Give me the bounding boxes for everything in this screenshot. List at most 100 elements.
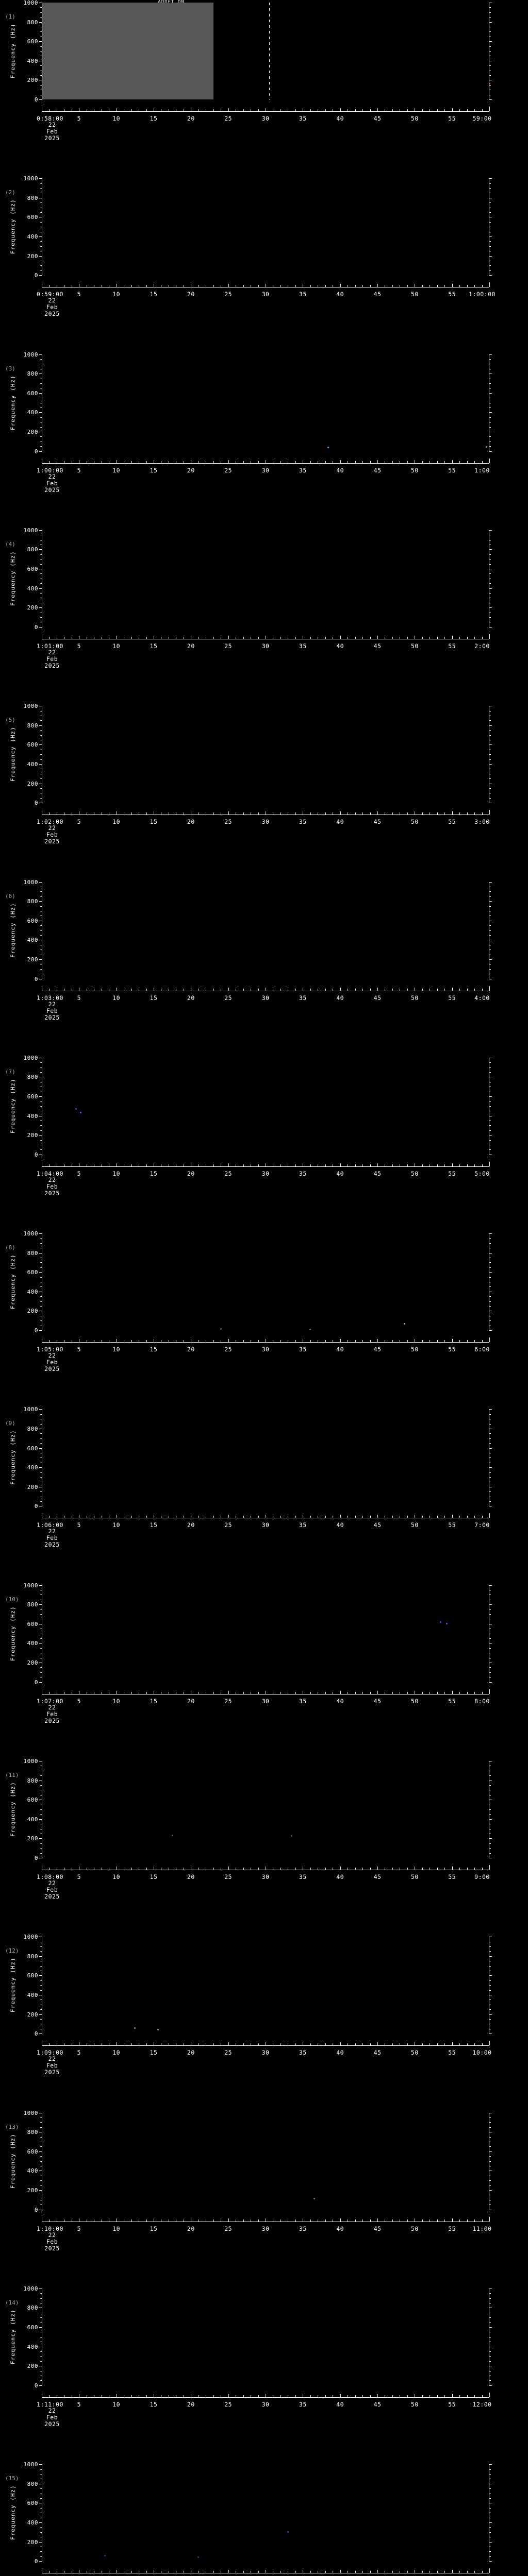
spectrogram-panel[interactable]: 0 200 400 600 800 1000 Frequency (Hz) (1) 0:58:0… — [0, 0, 528, 176]
time-axis-end-label: 7:00 — [474, 1521, 490, 1529]
y-axis-tick — [489, 1648, 491, 1649]
y-axis-tick — [489, 1999, 491, 2001]
time-axis-tick — [407, 2043, 408, 2046]
plot-area[interactable] — [42, 1761, 489, 1858]
plot-area[interactable] — [42, 1057, 489, 1155]
plot-area[interactable] — [42, 354, 489, 451]
panel-number-label: (8) — [5, 1244, 15, 1251]
plot-area[interactable] — [42, 882, 489, 979]
detection-marker[interactable] — [197, 2556, 200, 2558]
date-label: 22 Feb 2025 — [37, 649, 68, 669]
y-axis-tick-label: 1000 — [23, 351, 38, 358]
detection-marker[interactable] — [440, 1621, 442, 1623]
y-axis-tick — [39, 725, 42, 726]
y-axis-tick — [40, 1423, 42, 1425]
time-axis — [42, 107, 490, 112]
y-axis-tick — [39, 2327, 42, 2328]
detection-marker[interactable] — [171, 1835, 173, 1837]
time-axis-tick — [437, 285, 438, 287]
y-axis-tick — [40, 1443, 42, 1444]
detection-marker[interactable] — [134, 2027, 136, 2029]
spectrogram-panel[interactable]: 0 200 400 600 800 1000 Frequency (Hz) (10) 1:07:… — [0, 1583, 528, 1758]
plot-area[interactable] — [42, 2112, 489, 2210]
spectrogram-panel[interactable]: 0 200 400 600 800 1000 Frequency (Hz) (9) 1:06:0… — [0, 1406, 528, 1582]
detection-marker[interactable] — [75, 1108, 77, 1110]
plot-area[interactable] — [42, 3, 490, 99]
spectrogram-panel[interactable]: 0 200 400 600 800 1000 Frequency (Hz) (3) 1:00:0… — [0, 352, 528, 528]
time-axis-tick-label: 35 — [299, 2049, 307, 2057]
plot-area[interactable] — [42, 1409, 489, 1506]
detection-marker[interactable] — [309, 1328, 311, 1330]
time-axis-tick — [213, 2219, 214, 2222]
plot-area[interactable] — [42, 1937, 489, 2034]
y-axis-tick — [489, 2507, 491, 2509]
y-axis-tick — [40, 183, 42, 184]
spectrogram-panel[interactable]: 0 200 400 600 800 1000 Frequency (Hz) (12) 1:09:… — [0, 1934, 528, 2110]
y-axis-tick — [489, 2488, 491, 2489]
time-axis-tick-label: 55 — [448, 994, 456, 1002]
spectrogram-panel[interactable]: 0 200 400 600 800 1000 Frequency (Hz) (2) 0:59:0… — [0, 176, 528, 351]
detection-marker[interactable] — [403, 1323, 405, 1325]
plot-area[interactable] — [42, 1233, 489, 1331]
plot-area[interactable] — [42, 2464, 489, 2562]
detection-marker[interactable] — [488, 83, 490, 85]
time-axis-start-label: 1:04:00 — [37, 1170, 63, 1177]
date-label-line: Feb — [46, 2062, 58, 2070]
time-axis-tick — [370, 1868, 371, 1870]
time-axis-tick-label: 40 — [336, 818, 344, 826]
spectrogram-panel[interactable]: 0 200 400 600 800 1000 Frequency (Hz) (14) 1:11:… — [0, 2286, 528, 2462]
time-axis-end-tick — [489, 2041, 490, 2046]
time-axis-tick — [146, 812, 147, 815]
spectrogram-panel[interactable]: 0 200 400 600 800 1000 Frequency (Hz) (5) 1:02:0… — [0, 703, 528, 879]
time-axis-tick — [467, 109, 468, 111]
y-axis-tick — [40, 2556, 42, 2557]
time-axis-tick — [131, 988, 132, 991]
time-axis-tick-label: 40 — [336, 2225, 344, 2232]
y-axis-tick — [489, 573, 491, 574]
time-axis-end-label: 9:00 — [474, 1873, 490, 1880]
y-axis-tick — [40, 1985, 42, 1986]
detection-marker[interactable] — [327, 446, 329, 448]
detection-marker[interactable] — [287, 2531, 289, 2533]
time-axis-tick — [474, 1868, 475, 1870]
time-axis — [42, 1337, 490, 1343]
y-axis-tick — [40, 1848, 42, 1849]
y-axis-tick — [40, 222, 42, 223]
time-axis-tick — [467, 1516, 468, 1518]
time-axis-tick — [474, 636, 475, 639]
time-axis-tick — [340, 1339, 341, 1343]
detection-marker[interactable] — [291, 1835, 293, 1837]
time-axis-tick — [407, 1691, 408, 1694]
plot-area[interactable] — [42, 2288, 489, 2385]
detection-marker[interactable] — [220, 1328, 222, 1330]
spectrogram-panel[interactable]: 0 200 400 600 800 1000 Frequency (Hz) (11) 1:08:… — [0, 1758, 528, 1934]
detection-marker[interactable] — [157, 2029, 159, 2031]
y-axis-tick-label: 400 — [27, 1112, 38, 1120]
plot-area[interactable] — [42, 178, 489, 276]
date-label-line: 2025 — [44, 134, 60, 142]
detection-marker[interactable] — [79, 1112, 81, 1114]
time-axis-tick — [444, 109, 446, 111]
detection-marker[interactable] — [485, 446, 487, 448]
y-axis-tick — [39, 256, 42, 257]
date-label-line: Feb — [46, 2413, 58, 2421]
y-axis-tick — [39, 1135, 42, 1136]
spectrogram-panel[interactable]: 0 200 400 600 800 1000 Frequency (Hz) (13) 1:10:… — [0, 2110, 528, 2286]
plot-area[interactable] — [42, 530, 489, 627]
detection-marker[interactable] — [446, 1623, 448, 1625]
detection-marker[interactable] — [104, 2555, 106, 2557]
spectrogram-panel[interactable]: 0 200 400 600 800 1000 Frequency (Hz) (8) 1:05:0… — [0, 1231, 528, 1406]
date-label-line: Feb — [46, 655, 58, 663]
spectrogram-panel[interactable]: 0 200 400 600 800 1000 Frequency (Hz) (6) 1:03:0… — [0, 879, 528, 1055]
plot-area[interactable] — [42, 706, 489, 803]
time-axis-end-label: 3:00 — [474, 818, 490, 826]
y-axis-tick — [489, 1956, 492, 1957]
time-axis-tick — [437, 1516, 438, 1518]
detection-marker[interactable] — [313, 2198, 315, 2200]
spectrogram-panel[interactable]: 0 200 400 600 800 1000 Frequency (Hz) (7) 1:04:0… — [0, 1055, 528, 1231]
plot-area[interactable] — [42, 1585, 489, 1682]
spectrogram-panel[interactable]: 0 200 400 600 800 1000 Frequency (Hz) (4) 1:01:0… — [0, 528, 528, 703]
time-axis-tick — [474, 2571, 475, 2573]
y-axis-tick — [40, 265, 42, 266]
